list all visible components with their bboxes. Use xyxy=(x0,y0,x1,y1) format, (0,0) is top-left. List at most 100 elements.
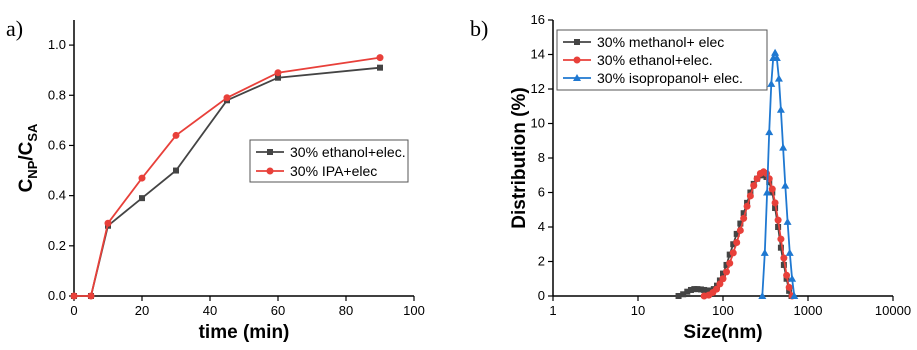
data-point-series-2 xyxy=(138,174,146,182)
data-point-series-2 xyxy=(740,214,748,222)
panel-a-label: a) xyxy=(6,16,23,41)
data-point-series-2 xyxy=(172,131,180,139)
data-point-series-2 xyxy=(729,249,737,257)
data-point-series-3 xyxy=(771,48,780,56)
y-label-sub-sa: SA xyxy=(25,123,40,142)
x-tick-label: 10 xyxy=(631,303,645,318)
data-point-series-3 xyxy=(774,74,783,82)
x-tick-label: 1000 xyxy=(794,303,823,318)
data-point-series-2 xyxy=(736,226,744,234)
data-point-series-3 xyxy=(788,274,797,282)
legend-marker xyxy=(573,56,581,64)
data-point-series-1 xyxy=(726,251,733,258)
data-point-series-2 xyxy=(768,185,776,193)
x-tick-label: 10000 xyxy=(875,303,911,318)
legend-marker xyxy=(573,74,581,81)
data-point-series-2 xyxy=(716,280,724,288)
data-point-series-1 xyxy=(694,286,701,293)
y-tick-label: 14 xyxy=(531,47,545,62)
data-point-series-1 xyxy=(684,288,691,295)
y-tick-label: 0.8 xyxy=(48,87,66,102)
data-point-series-1 xyxy=(704,287,711,294)
y-tick-label: 0.4 xyxy=(48,188,66,203)
data-point-series-2 xyxy=(783,271,791,279)
data-point-series-2 xyxy=(750,182,758,190)
data-point-series-2 xyxy=(274,69,282,77)
x-tick-label: 40 xyxy=(203,303,217,318)
data-point-series-1 xyxy=(780,261,787,268)
data-point-series-2 xyxy=(785,283,793,291)
chart-panel-a: time (min) CNP/CSA 0 20 40 60 80 100 0.0 0.2 0.4… xyxy=(16,20,425,343)
data-point-series-2 xyxy=(743,202,751,210)
legend-marker xyxy=(266,167,274,175)
y-tick-label: 0.2 xyxy=(48,238,66,253)
legend-entry-1: 30% methanol+ elec xyxy=(597,34,724,50)
legend-entry-1: 30% ethanol+elec. xyxy=(290,144,406,160)
x-tick-label: 100 xyxy=(403,303,425,318)
data-point-series-2 xyxy=(726,259,734,267)
data-point-series-2 xyxy=(746,192,754,200)
data-point-series-2 xyxy=(223,94,231,102)
data-point-series-3 xyxy=(776,105,785,113)
legend-marker xyxy=(267,149,273,155)
data-point-series-2 xyxy=(723,268,731,276)
data-point-series-2 xyxy=(87,292,95,300)
data-point-series-3 xyxy=(767,79,776,87)
data-point-series-3 xyxy=(781,181,790,189)
data-point-series-2 xyxy=(777,235,785,243)
x-tick-label: 80 xyxy=(339,303,353,318)
data-point-series-2 xyxy=(104,219,112,227)
data-point-series-2 xyxy=(780,254,788,262)
series-line-2 xyxy=(74,56,381,297)
data-point-series-3 xyxy=(765,128,774,136)
data-point-series-3 xyxy=(779,143,788,151)
panel-a-y-label: CNP/CSA xyxy=(16,123,40,192)
data-point-series-2 xyxy=(713,285,721,293)
data-point-series-1 xyxy=(691,286,698,293)
panel-b-label: b) xyxy=(470,16,488,41)
data-point-series-3 xyxy=(790,292,799,299)
y-tick-label: 2 xyxy=(538,254,545,269)
y-tick-label: 0.0 xyxy=(48,288,66,303)
data-point-series-1 xyxy=(139,195,145,202)
chart-panel-b: Size(nm) Distribution (%) 1 10 100 1000 1000… xyxy=(509,12,911,343)
legend-entry-3: 30% isopropanol+ elec. xyxy=(597,70,743,86)
x-tick-label: 0 xyxy=(70,303,77,318)
y-tick-label: 10 xyxy=(531,116,545,131)
data-point-series-2 xyxy=(376,54,384,62)
panel-b-y-label: Distribution (%) xyxy=(509,87,530,228)
legend-box xyxy=(249,139,409,183)
x-tick-label: 100 xyxy=(712,303,734,318)
data-point-series-1 xyxy=(723,261,730,268)
data-point-series-2 xyxy=(771,199,779,207)
data-point-series-1 xyxy=(275,74,281,81)
data-point-series-2 xyxy=(774,216,782,224)
data-point-series-1 xyxy=(740,210,747,217)
data-point-series-3 xyxy=(783,217,792,225)
legend-entry-2: 30% ethanol+elec. xyxy=(597,52,713,68)
panel-a-x-label: time (min) xyxy=(199,322,290,343)
x-tick-label: 60 xyxy=(271,303,285,318)
series-line-3 xyxy=(761,50,796,297)
data-point-series-2 xyxy=(753,175,761,183)
data-point-series-1 xyxy=(377,64,383,71)
data-point-series-1 xyxy=(733,230,740,237)
data-point-series-1 xyxy=(775,224,782,230)
x-tick-label: 20 xyxy=(135,303,149,318)
y-tick-label: 6 xyxy=(538,185,545,200)
data-point-series-1 xyxy=(680,291,687,298)
legend-marker xyxy=(574,39,580,45)
data-point-series-3 xyxy=(760,248,769,256)
data-point-series-1 xyxy=(777,244,784,251)
legend-box xyxy=(556,29,768,91)
data-point-series-3 xyxy=(758,292,767,299)
data-point-series-3 xyxy=(763,188,772,196)
data-point-series-1 xyxy=(687,286,694,293)
data-point-series-1 xyxy=(701,286,708,293)
data-point-series-1 xyxy=(697,286,704,293)
data-point-series-3 xyxy=(785,248,794,256)
y-tick-label: 8 xyxy=(538,150,545,165)
data-point-series-2 xyxy=(719,275,727,283)
y-tick-label: 0.6 xyxy=(48,137,66,152)
legend-entry-2: 30% IPA+elec xyxy=(290,163,377,179)
